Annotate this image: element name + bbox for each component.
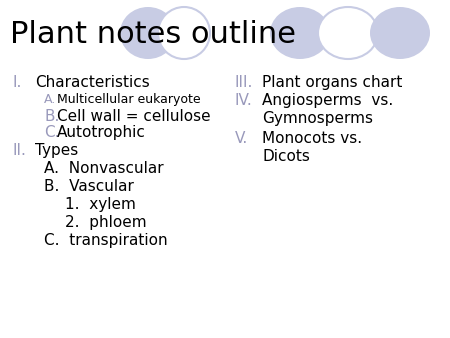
Text: B.: B. — [44, 109, 59, 124]
Text: V.: V. — [235, 131, 248, 146]
Text: I.: I. — [12, 75, 22, 90]
Text: 2.  phloem: 2. phloem — [65, 215, 147, 230]
Text: A.: A. — [44, 93, 56, 106]
Text: Types: Types — [35, 143, 78, 158]
Text: C.: C. — [44, 125, 59, 140]
Ellipse shape — [270, 7, 330, 59]
Text: A.  Nonvascular: A. Nonvascular — [44, 161, 164, 176]
Ellipse shape — [318, 7, 378, 59]
Text: III.: III. — [235, 75, 253, 90]
Text: IV.: IV. — [235, 93, 253, 108]
Text: Characteristics: Characteristics — [35, 75, 150, 90]
Ellipse shape — [158, 7, 210, 59]
Text: Dicots: Dicots — [262, 149, 310, 164]
Text: B.  Vascular: B. Vascular — [44, 179, 134, 194]
Ellipse shape — [370, 7, 430, 59]
Text: Angiosperms  vs.: Angiosperms vs. — [262, 93, 393, 108]
Text: Plant notes outline: Plant notes outline — [10, 20, 296, 49]
Text: II.: II. — [12, 143, 26, 158]
Text: Gymnosperms: Gymnosperms — [262, 111, 373, 126]
Ellipse shape — [120, 7, 176, 59]
Text: C.  transpiration: C. transpiration — [44, 233, 167, 248]
Text: Autotrophic: Autotrophic — [57, 125, 146, 140]
Text: Monocots vs.: Monocots vs. — [262, 131, 362, 146]
Text: Multicellular eukaryote: Multicellular eukaryote — [57, 93, 201, 106]
Text: 1.  xylem: 1. xylem — [65, 197, 136, 212]
Text: Cell wall = cellulose: Cell wall = cellulose — [57, 109, 211, 124]
Text: Plant organs chart: Plant organs chart — [262, 75, 402, 90]
